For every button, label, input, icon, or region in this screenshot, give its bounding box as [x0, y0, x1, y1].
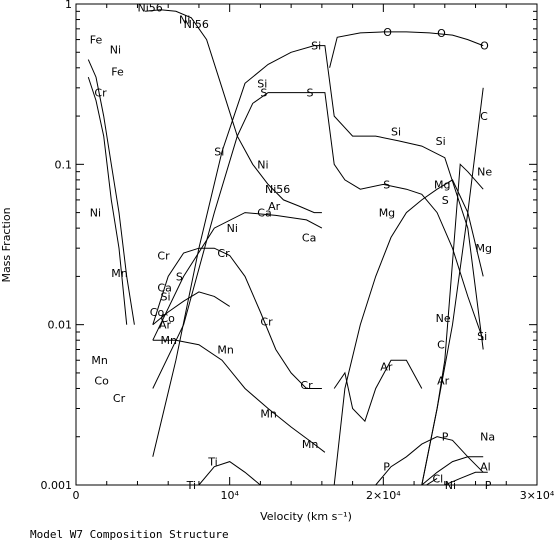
series-line-o — [329, 31, 484, 68]
y-tick-label-1: 0.01 — [48, 319, 73, 332]
species-label-ni56-2: Ni56 — [265, 183, 290, 196]
annotation-label-12: Ni — [227, 222, 238, 235]
species-label-ar-0: Ar — [380, 360, 393, 373]
species-label-si-2: Si — [391, 126, 401, 139]
series-line-ni56 — [145, 9, 322, 214]
species-label-ca-1: Ca — [257, 207, 271, 220]
annotation-label-1: Mn — [111, 267, 127, 280]
series-line-mg — [333, 179, 484, 485]
series-line-ti — [198, 461, 261, 485]
species-label-cr-1: Cr — [300, 379, 313, 392]
y-axis-title: Mass Fraction — [0, 207, 13, 282]
species-label-p-1: P — [442, 431, 449, 444]
series-line-na — [421, 456, 484, 485]
series-layer — [87, 9, 488, 485]
species-label-ni-3: Ni — [257, 158, 268, 171]
species-label-o-2: O — [480, 40, 489, 53]
series-line-cr — [152, 247, 322, 389]
species-label-p-0: P — [383, 461, 390, 474]
annotation-label-0: Cr — [94, 87, 107, 100]
y-tick-label-3: 1 — [65, 0, 72, 11]
species-label-s-2: S — [383, 178, 390, 191]
plot-frame — [75, 3, 538, 486]
x-tick-label-1: 10⁴ — [220, 489, 239, 502]
species-label-mn-2: Mn — [302, 438, 318, 451]
annotation-label-4: Cr — [157, 250, 170, 263]
series-line-cl — [426, 477, 438, 485]
species-label-si-3: Si — [436, 135, 446, 148]
species-label-mg-0: Mg — [379, 207, 395, 220]
annotation-label-3: Cr — [113, 392, 126, 405]
annotation-label-7: Cr — [217, 247, 230, 260]
species-label-ni-0: Ni — [110, 44, 121, 57]
y-tick-label-0: 0.001 — [41, 479, 73, 492]
x-axis-title: Velocity (km s⁻¹) — [260, 510, 352, 523]
species-label-fe-1: Fe — [111, 65, 124, 78]
series-line-ar — [333, 359, 423, 423]
species-label-na-0: Na — [480, 431, 495, 444]
annotation-label-6: Ar — [159, 319, 172, 332]
x-tick-label-2: 2×10⁴ — [366, 489, 401, 502]
annotation-label-5: Mn — [161, 334, 177, 347]
species-label-ca-0: Ca — [157, 282, 171, 295]
species-label-ar-1: Ar — [437, 374, 450, 387]
species-label-ni56-1: Ni56 — [184, 18, 209, 31]
species-label-mn-1: Mn — [260, 407, 276, 420]
annotation-label-9: Ar — [268, 200, 281, 213]
species-label-ne-0: Ne — [477, 166, 492, 179]
species-label-mn-0: Mn — [217, 344, 233, 357]
species-label-ne-1: Ne — [436, 312, 451, 325]
series-line-s — [152, 92, 484, 389]
series-line-p — [375, 436, 484, 485]
species-label-co-2: Co — [150, 306, 165, 319]
x-tick-label-0: 0 — [73, 489, 80, 502]
x-tick-label-3: 3×10⁴ — [520, 489, 555, 502]
species-label-cl-0: Cl — [433, 472, 444, 485]
species-label-ni56-0: Ni56 — [138, 2, 163, 15]
series-line-ni — [87, 76, 128, 325]
annotation-label-2: Mn — [91, 354, 107, 367]
species-label-ni-1: Ni — [90, 207, 101, 220]
species-label-co-1: Co — [161, 312, 176, 325]
species-label-si-0: Si — [257, 77, 267, 90]
axes-layer: 0 10⁴ 2×10⁴ 3×10⁴ 0.001 0.01 0.1 1 — [41, 0, 555, 502]
y-tick-label-2: 0.1 — [55, 158, 73, 171]
series-line-c — [421, 87, 484, 485]
species-label-si-4: Si — [477, 330, 487, 343]
species-label-mg-1: Mg — [434, 178, 450, 191]
species-label-mg-2: Mg — [476, 242, 492, 255]
species-label-s-3: S — [442, 194, 449, 207]
species-label-s-1: S — [307, 87, 314, 100]
species-label-ca-2: Ca — [302, 231, 316, 244]
species-label-o-1: O — [437, 27, 446, 40]
series-line-ne — [421, 163, 484, 485]
series-line-si — [152, 45, 484, 457]
species-label-al-0: Al — [480, 461, 491, 474]
species-label-co-0: Co — [94, 374, 109, 387]
annotation-label-11: Si — [161, 290, 171, 303]
species-label-o-0: O — [383, 26, 392, 39]
species-label-c-1: C — [437, 339, 445, 352]
series-line-mn — [152, 339, 326, 453]
species-label-si-1: Si — [311, 40, 321, 53]
species-label-ti-0: Ti — [207, 456, 217, 469]
annotation-label-8: Si — [214, 146, 224, 159]
series-line-ca — [152, 212, 323, 341]
series-line-al — [444, 471, 488, 485]
species-label-c-0: C — [480, 110, 488, 123]
species-label-ni-2: Ni — [179, 14, 190, 27]
figure-caption: Model W7 Composition Structure — [30, 528, 229, 541]
species-label-fe-0: Fe — [90, 34, 103, 47]
annotation-label-10: S — [176, 270, 183, 283]
series-line-fe — [87, 59, 135, 325]
species-label-cr-0: Cr — [260, 315, 273, 328]
species-label-s-0: S — [260, 87, 267, 100]
